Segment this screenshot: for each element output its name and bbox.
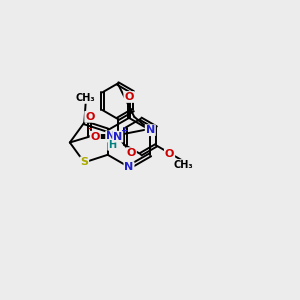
Text: -: - xyxy=(87,124,92,134)
Text: +: + xyxy=(121,125,128,134)
Text: S: S xyxy=(80,158,88,167)
Text: N: N xyxy=(113,132,122,142)
Text: H: H xyxy=(108,140,116,150)
Text: CH₃: CH₃ xyxy=(76,93,96,103)
Text: CH₃: CH₃ xyxy=(174,160,193,170)
Text: O: O xyxy=(127,148,136,158)
Text: O: O xyxy=(85,112,94,122)
Text: O: O xyxy=(124,92,134,102)
Text: N: N xyxy=(146,125,155,135)
Text: N: N xyxy=(106,131,116,142)
Text: O: O xyxy=(165,149,174,159)
Text: O: O xyxy=(91,132,100,142)
Text: N: N xyxy=(124,162,134,172)
